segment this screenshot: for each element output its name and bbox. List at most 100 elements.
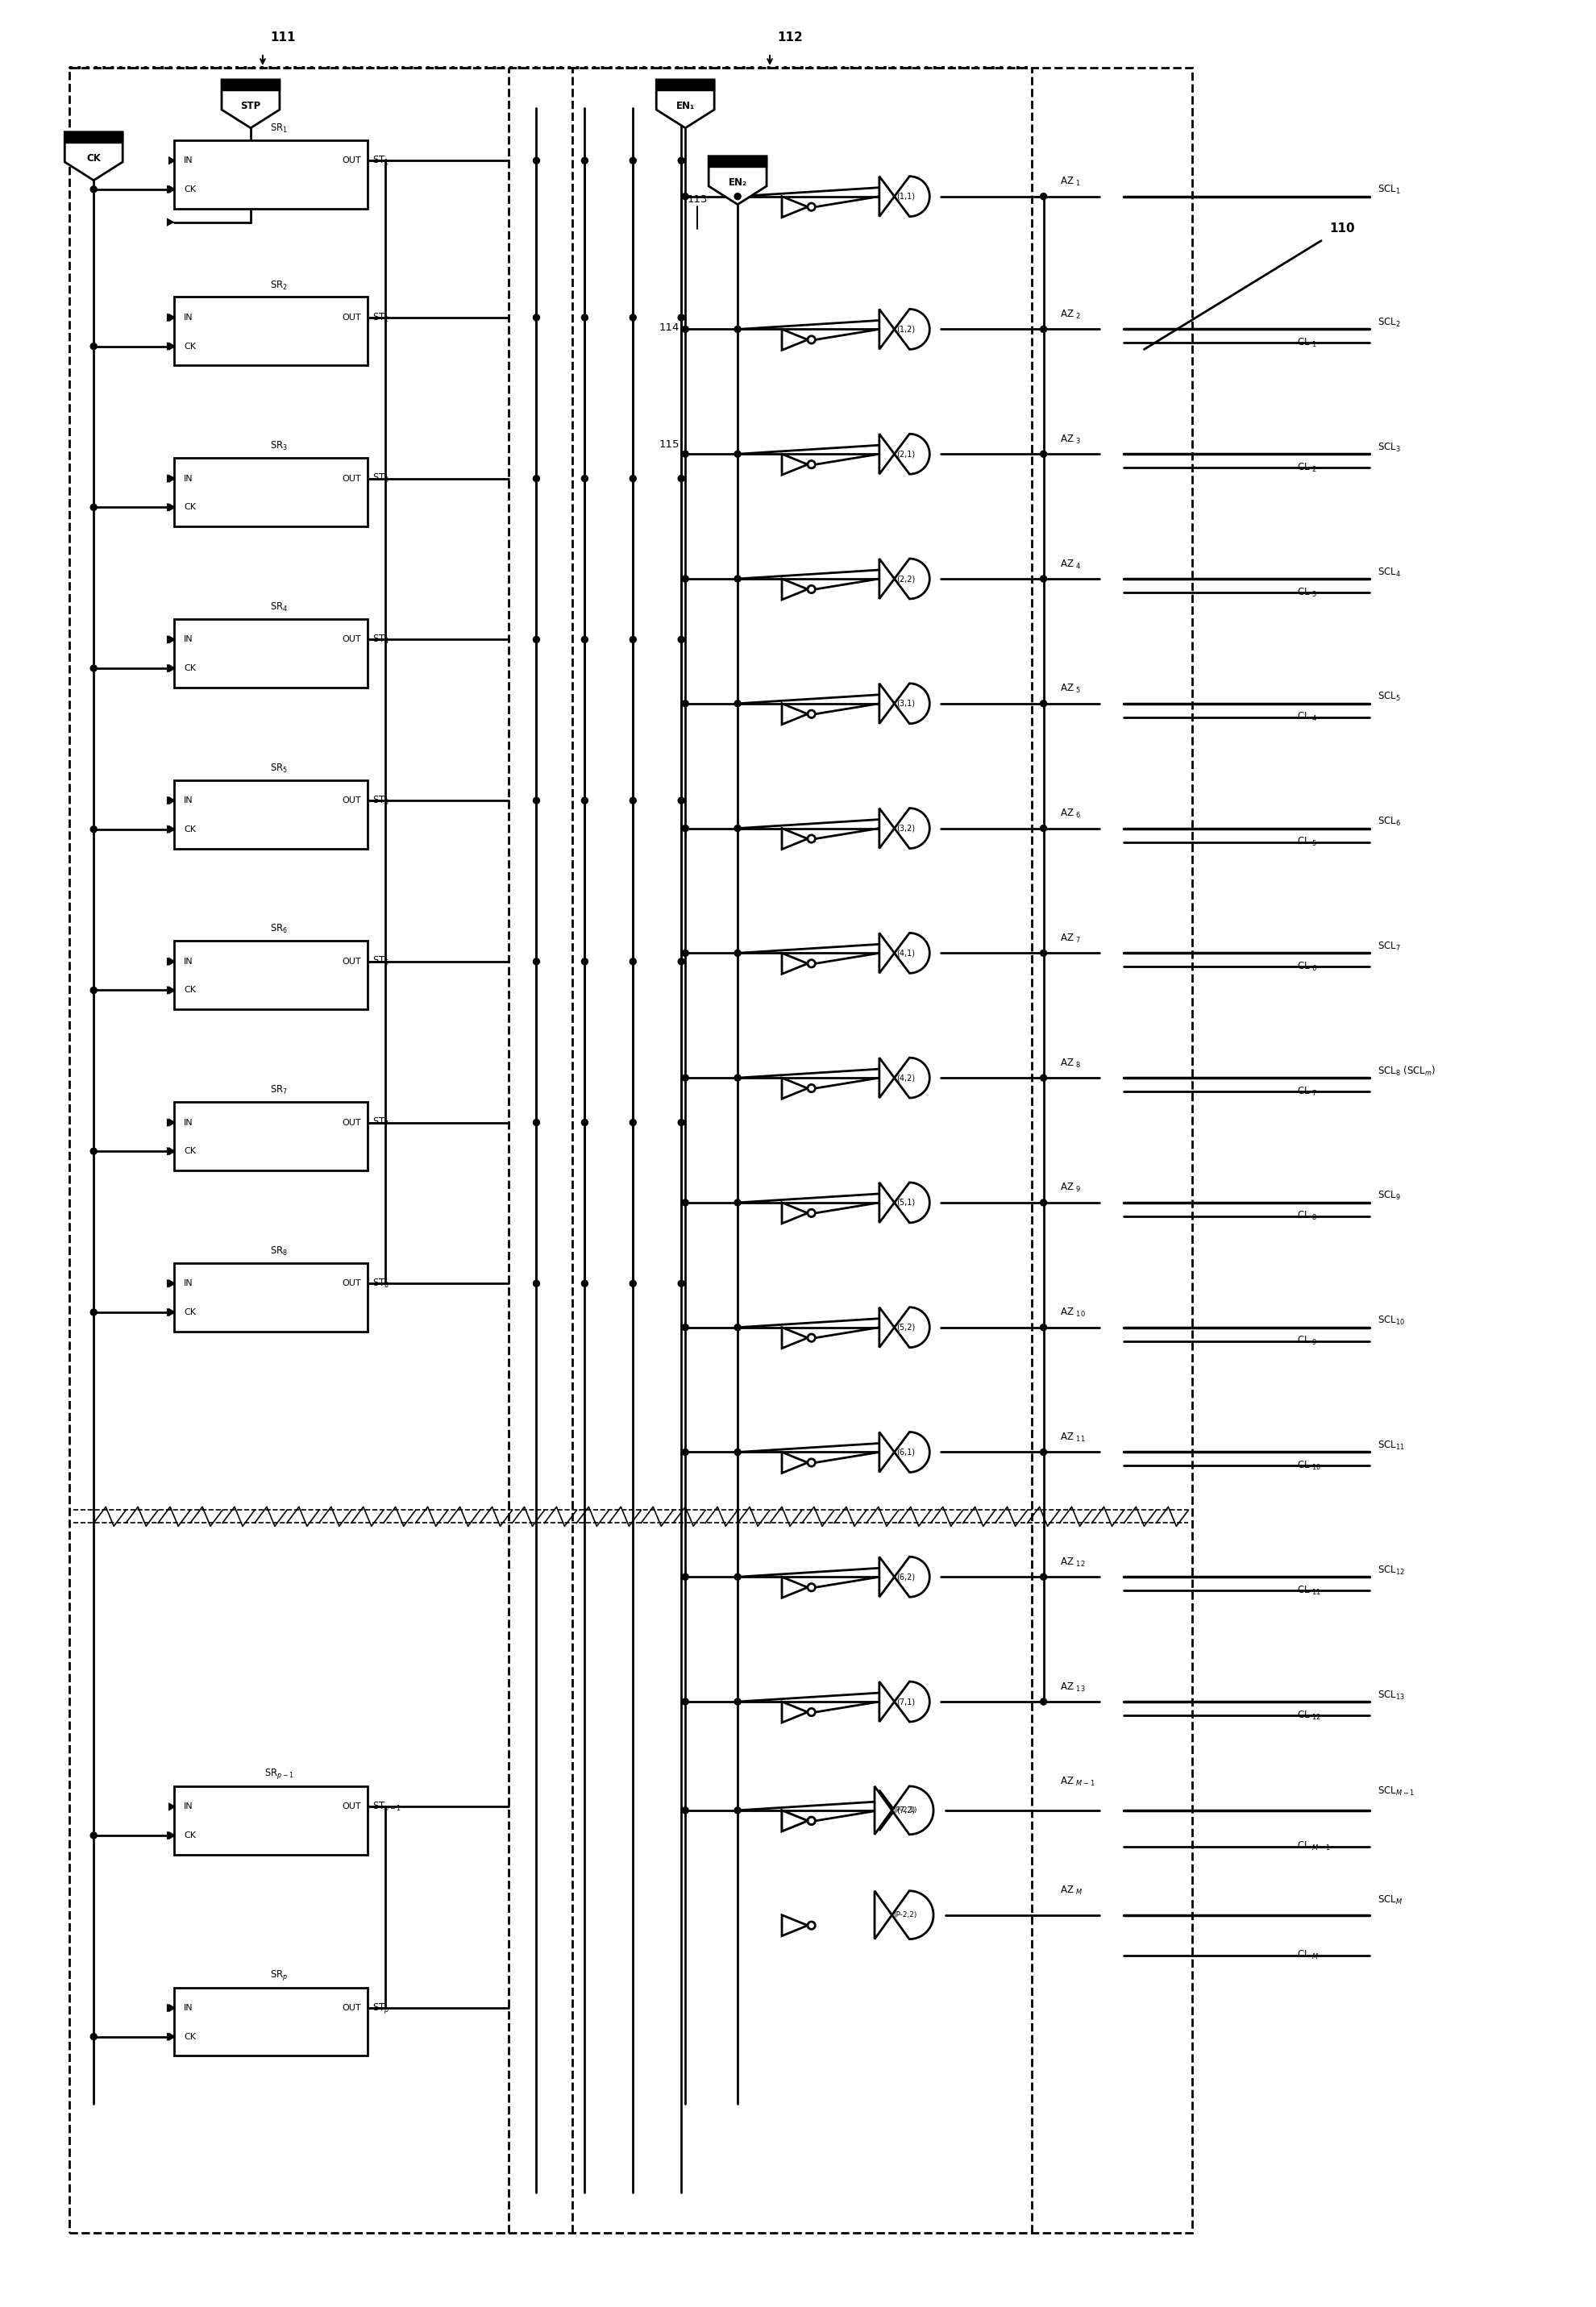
Text: SCL$_{13}$: SCL$_{13}$ (1377, 1689, 1404, 1700)
Text: OUT: OUT (342, 1280, 361, 1287)
Text: 111: 111 (270, 32, 295, 44)
Text: AZ $_{1}$: AZ $_{1}$ (1060, 175, 1080, 187)
Text: SCL$_{11}$: SCL$_{11}$ (1377, 1440, 1404, 1451)
Polygon shape (168, 957, 174, 967)
Polygon shape (879, 434, 929, 475)
Text: 112: 112 (777, 32, 803, 44)
Polygon shape (875, 1892, 934, 1940)
Polygon shape (879, 1682, 929, 1721)
Text: SR$_6$: SR$_6$ (270, 923, 287, 934)
Circle shape (533, 1280, 539, 1287)
Circle shape (734, 1324, 741, 1331)
FancyBboxPatch shape (174, 1262, 367, 1331)
Text: CK: CK (184, 341, 196, 351)
Polygon shape (169, 157, 176, 164)
Polygon shape (879, 1433, 929, 1472)
Circle shape (1039, 701, 1047, 706)
Text: CL $_{2}$: CL $_{2}$ (1296, 461, 1317, 473)
Circle shape (808, 1922, 816, 1929)
Circle shape (533, 957, 539, 964)
FancyBboxPatch shape (174, 1103, 367, 1170)
Polygon shape (168, 826, 174, 833)
Text: AZ $_{3}$: AZ $_{3}$ (1060, 434, 1080, 445)
Polygon shape (656, 81, 713, 127)
Circle shape (808, 203, 816, 210)
Circle shape (91, 987, 97, 994)
Polygon shape (168, 664, 174, 671)
Text: (7,1): (7,1) (895, 1698, 915, 1705)
Text: ST$_7$: ST$_7$ (372, 1117, 389, 1128)
Text: (5,2): (5,2) (895, 1324, 915, 1331)
Circle shape (734, 194, 741, 201)
Text: (4,1): (4,1) (895, 948, 915, 957)
Text: IN: IN (184, 957, 193, 967)
Text: (5,1): (5,1) (895, 1200, 915, 1207)
Polygon shape (169, 475, 176, 482)
Text: IN: IN (184, 796, 193, 805)
Text: EN₁: EN₁ (675, 102, 694, 111)
Polygon shape (169, 957, 176, 967)
Text: (1,1): (1,1) (895, 191, 915, 201)
Polygon shape (709, 157, 766, 166)
Text: OUT: OUT (342, 634, 361, 644)
Polygon shape (169, 314, 176, 321)
Circle shape (808, 711, 816, 717)
Text: AZ $_{7}$: AZ $_{7}$ (1060, 932, 1080, 944)
Text: OUT: OUT (342, 796, 361, 805)
Circle shape (629, 1119, 635, 1126)
Text: AZ $_{5}$: AZ $_{5}$ (1060, 683, 1080, 694)
Polygon shape (782, 1202, 808, 1223)
Circle shape (681, 1075, 688, 1082)
Circle shape (91, 664, 97, 671)
Text: (2,2): (2,2) (895, 574, 915, 584)
Text: CL $_{11}$: CL $_{11}$ (1296, 1585, 1321, 1596)
Polygon shape (782, 828, 808, 849)
Text: ST$_{p-1}$: ST$_{p-1}$ (372, 1799, 401, 1813)
Polygon shape (656, 81, 713, 90)
Polygon shape (782, 1077, 808, 1098)
Circle shape (1039, 826, 1047, 831)
Text: SR$_3$: SR$_3$ (270, 441, 287, 452)
Polygon shape (222, 81, 279, 127)
Polygon shape (879, 932, 929, 974)
Text: ST$_8$: ST$_8$ (372, 1278, 389, 1290)
Text: SCL$_{M-1}$: SCL$_{M-1}$ (1377, 1786, 1414, 1797)
Polygon shape (879, 1790, 929, 1829)
Circle shape (629, 637, 635, 644)
Polygon shape (168, 341, 174, 351)
Polygon shape (782, 330, 808, 351)
Circle shape (734, 1075, 741, 1082)
Text: AZ $_{11}$: AZ $_{11}$ (1060, 1433, 1085, 1444)
Circle shape (533, 475, 539, 482)
Polygon shape (169, 634, 176, 644)
Text: AZ $_{M}$: AZ $_{M}$ (1060, 1885, 1082, 1896)
FancyBboxPatch shape (174, 780, 367, 849)
Polygon shape (222, 81, 279, 90)
Text: OUT: OUT (342, 475, 361, 482)
Text: CK: CK (184, 1832, 196, 1839)
Text: (6,1): (6,1) (895, 1449, 915, 1456)
Polygon shape (879, 558, 929, 600)
Text: SCL$_2$: SCL$_2$ (1377, 316, 1400, 330)
Text: AZ $_{8}$: AZ $_{8}$ (1060, 1057, 1080, 1070)
Text: SR$_p$: SR$_p$ (270, 1968, 287, 1982)
Text: ST$_p$: ST$_p$ (372, 2000, 389, 2014)
Polygon shape (879, 1557, 929, 1596)
Circle shape (629, 314, 635, 321)
Polygon shape (168, 1119, 174, 1126)
Text: CL $_{M}$: CL $_{M}$ (1296, 1949, 1318, 1961)
Polygon shape (65, 131, 123, 143)
Circle shape (629, 798, 635, 803)
Text: OUT: OUT (342, 1119, 361, 1126)
Circle shape (581, 157, 587, 164)
Polygon shape (879, 1308, 929, 1347)
Circle shape (734, 1200, 741, 1207)
Text: 113: 113 (686, 194, 707, 205)
Polygon shape (169, 987, 176, 994)
Text: (3,2): (3,2) (895, 824, 915, 833)
Polygon shape (709, 157, 766, 205)
Text: ST$_3$: ST$_3$ (372, 473, 389, 484)
Polygon shape (879, 1057, 929, 1098)
FancyBboxPatch shape (174, 1986, 367, 2056)
Circle shape (533, 314, 539, 321)
